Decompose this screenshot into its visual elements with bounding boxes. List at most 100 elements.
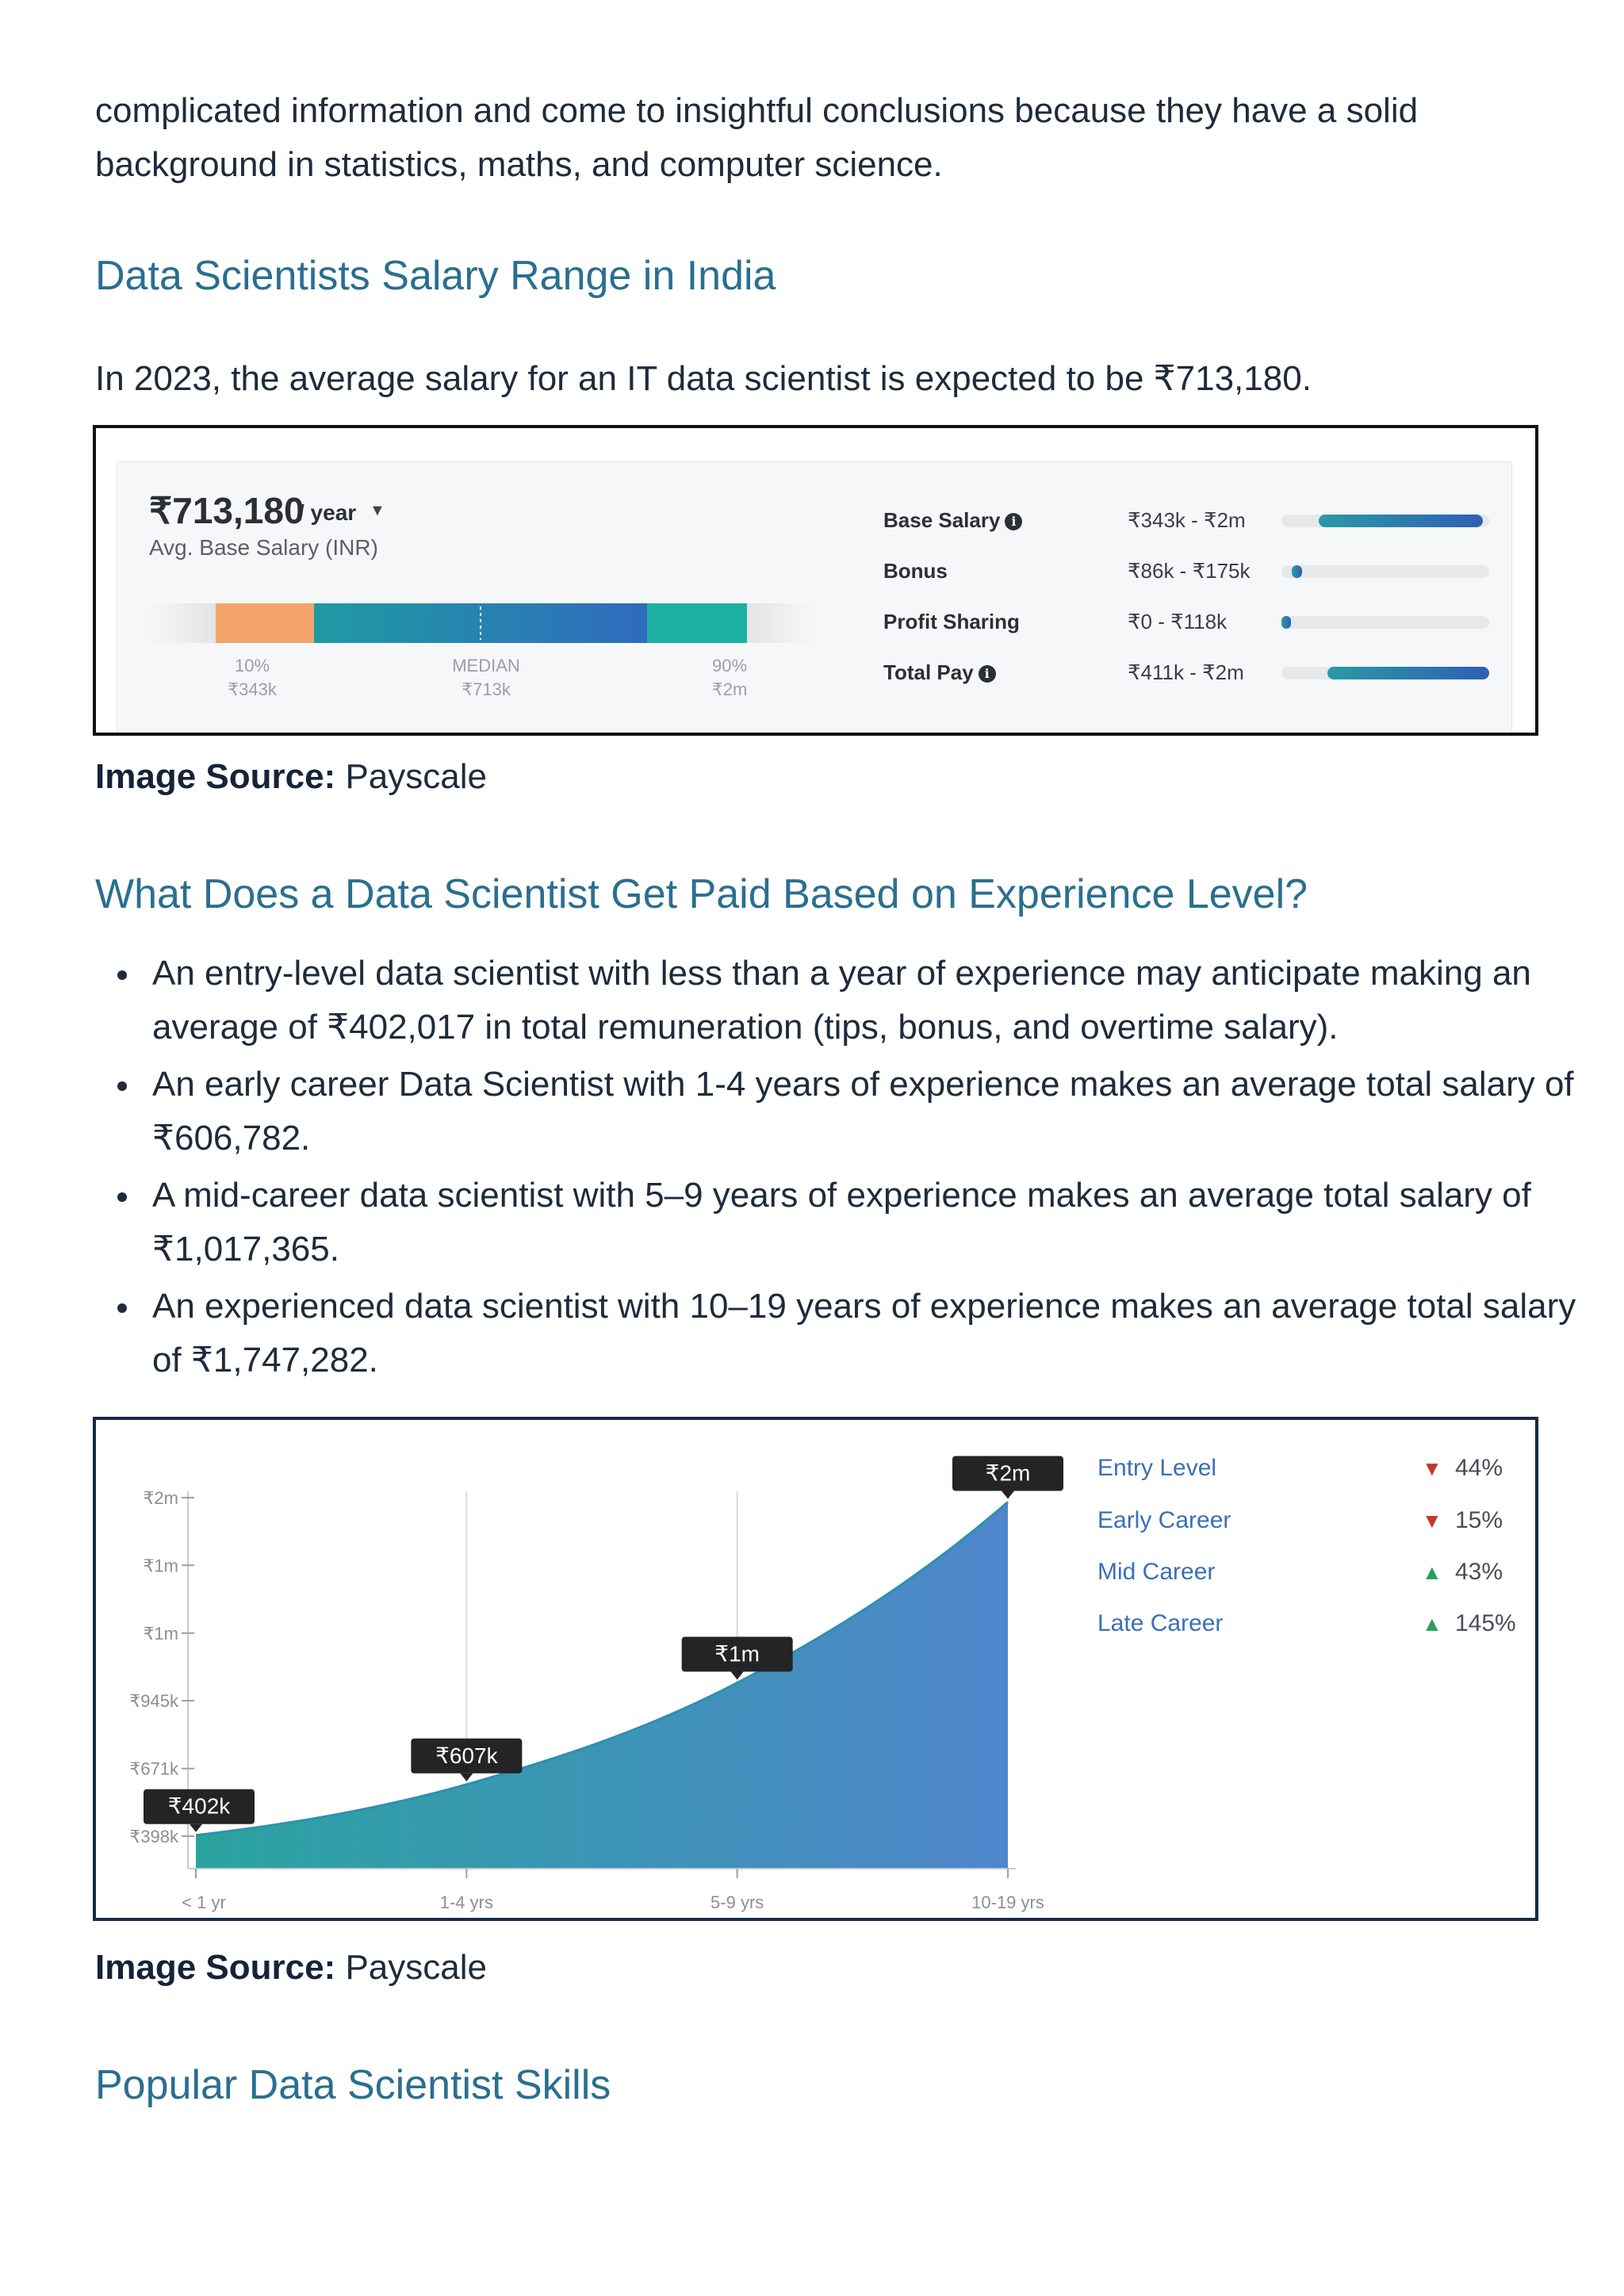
point-label-pointer [460, 1773, 473, 1781]
info-icon[interactable]: i [1005, 513, 1023, 530]
point-label-box [144, 1789, 255, 1824]
range-fade-left [149, 603, 216, 643]
point-label: ₹1m [714, 1642, 760, 1667]
component-name: Base Salary [883, 508, 1001, 532]
component-range: ₹343k - ₹2m [1128, 508, 1246, 532]
list-item: An experienced data scientist with 10–19… [95, 1280, 1586, 1387]
legend-late-career-value: 145% [1455, 1610, 1516, 1636]
point-label-box [952, 1456, 1063, 1491]
x-tick-label: 10-19 yrs [971, 1892, 1044, 1912]
experience-salary-chart: ₹398k ₹671k ₹945k ₹1m ₹1m ₹2m < 1 yr 1-4 yrs 5-9… [93, 1417, 1538, 1921]
bullet-text: An experienced data scientist with 10–19… [152, 1287, 1576, 1380]
legend-early-career-value: 15% [1455, 1507, 1503, 1533]
salary-range-heading: Data Scientists Salary Range in India [95, 253, 776, 299]
intro-line-1: complicated information and come to insi… [95, 91, 1419, 130]
bullet-text: An entry-level data scientist with less … [152, 954, 1531, 1047]
legend-entry-level: Entry Level [1097, 1455, 1217, 1481]
component-name: Profit Sharing [883, 610, 1020, 633]
x-tick-label: 1-4 yrs [440, 1892, 493, 1912]
component-base-salary: Base Salary i [883, 508, 1023, 533]
range-segment-low [216, 603, 314, 643]
component-range: ₹0 - ₹118k [1128, 610, 1228, 633]
source-value[interactable]: Payscale [345, 1948, 487, 1987]
bullet-icon [117, 1192, 127, 1202]
component-fill [1319, 515, 1484, 527]
component-profit-sharing: Profit Sharing [883, 610, 1020, 634]
percentile-10-value: ₹343k [228, 679, 277, 699]
percentile-10-label: 10% [234, 656, 270, 675]
area-fill [196, 1502, 1008, 1869]
range-segment-high [647, 603, 747, 643]
legend-mid-career-value: 43% [1455, 1559, 1503, 1585]
y-tick-label: ₹945k [129, 1691, 179, 1711]
list-item: A mid-career data scientist with 5–9 yea… [95, 1169, 1586, 1276]
y-tick-label: ₹398k [129, 1827, 179, 1846]
image-source-1: Image Source: Payscale [95, 753, 487, 801]
bullet-text: A mid-career data scientist with 5–9 yea… [152, 1176, 1531, 1269]
y-tick-label: ₹1m [143, 1624, 178, 1644]
y-tick-label: ₹2m [143, 1488, 178, 1508]
salary-unit: / year [298, 500, 357, 525]
source-label: Image Source: [95, 1948, 336, 1987]
point-label: ₹607k [435, 1743, 499, 1768]
percentile-90-value: ₹2m [711, 679, 748, 699]
percentile-median-label: MEDIAN [452, 656, 520, 675]
salary-card: ₹713,180 / year ▼ Avg. Base Salary (INR)… [117, 461, 1512, 733]
area-chart-svg: ₹398k ₹671k ₹945k ₹1m ₹1m ₹2m < 1 yr 1-4 yrs 5-9… [129, 1456, 1063, 1912]
down-arrow-icon: ▼ [1422, 1509, 1442, 1533]
image-source-2: Image Source: Payscale [95, 1944, 487, 1992]
series-line [195, 1501, 1009, 1837]
salary-range-figure: ₹713,180 / year ▼ Avg. Base Salary (INR)… [93, 425, 1538, 736]
component-track [1281, 667, 1489, 679]
up-arrow-icon: ▲ [1422, 1560, 1442, 1584]
experience-heading: What Does a Data Scientist Get Paid Base… [95, 871, 1308, 917]
percentile-median: MEDIAN ₹713k [431, 654, 542, 702]
percentile-median-value: ₹713k [462, 679, 511, 699]
component-name: Total Pay [883, 660, 974, 684]
legend-entry-level-value: 44% [1455, 1455, 1503, 1481]
average-salary-text: In 2023, the average salary for an IT da… [95, 359, 1312, 398]
avg-salary-subtitle: Avg. Base Salary (INR) [149, 535, 378, 560]
intro-paragraph: complicated information and come to insi… [95, 84, 1554, 192]
experience-bullet-list: An entry-level data scientist with less … [95, 947, 1586, 1391]
component-track [1281, 616, 1489, 629]
y-tick-label: ₹1m [143, 1556, 178, 1575]
bullet-icon [117, 970, 127, 980]
component-name: Bonus [883, 559, 948, 583]
info-icon[interactable]: i [978, 665, 996, 683]
percentile-90-label: 90% [711, 656, 748, 675]
legend-mid-career: Mid Career [1097, 1559, 1216, 1585]
down-arrow-icon: ▼ [1422, 1456, 1442, 1480]
percentile-90: 90% ₹2m [682, 654, 777, 702]
source-label: Image Source: [95, 757, 336, 796]
point-label-pointer [190, 1823, 202, 1832]
bullet-icon [117, 1081, 127, 1091]
list-item: An entry-level data scientist with less … [95, 947, 1586, 1054]
legend-late-career: Late Career [1097, 1610, 1224, 1636]
up-arrow-icon: ▲ [1422, 1612, 1442, 1636]
intro-line-2: background in statistics, maths, and com… [95, 145, 943, 184]
list-item: An early career Data Scientist with 1-4 … [95, 1058, 1586, 1165]
x-tick-label: < 1 yr [182, 1892, 226, 1912]
component-total-pay: Total Pay i [883, 660, 996, 685]
component-fill [1327, 667, 1489, 679]
bullet-icon [117, 1303, 127, 1313]
component-range: ₹411k - ₹2m [1128, 660, 1244, 684]
point-label: ₹2m [986, 1461, 1031, 1486]
bullet-text: An early career Data Scientist with 1-4 … [152, 1065, 1574, 1158]
source-value[interactable]: Payscale [345, 757, 487, 796]
component-track [1281, 565, 1489, 578]
point-label-box [411, 1738, 523, 1774]
range-fade-right [747, 603, 815, 643]
point-label-pointer [1002, 1490, 1014, 1499]
component-fill [1281, 616, 1291, 629]
unit-dropdown-caret-icon[interactable]: ▼ [370, 502, 385, 519]
component-range: ₹86k - ₹175k [1128, 559, 1251, 583]
point-label-box [681, 1636, 793, 1672]
skills-heading: Popular Data Scientist Skills [95, 2062, 611, 2108]
percentile-10: 10% ₹343k [205, 654, 300, 702]
component-track [1281, 515, 1489, 527]
point-label-pointer [730, 1671, 744, 1680]
component-bonus: Bonus [883, 559, 948, 584]
component-fill [1292, 565, 1303, 578]
